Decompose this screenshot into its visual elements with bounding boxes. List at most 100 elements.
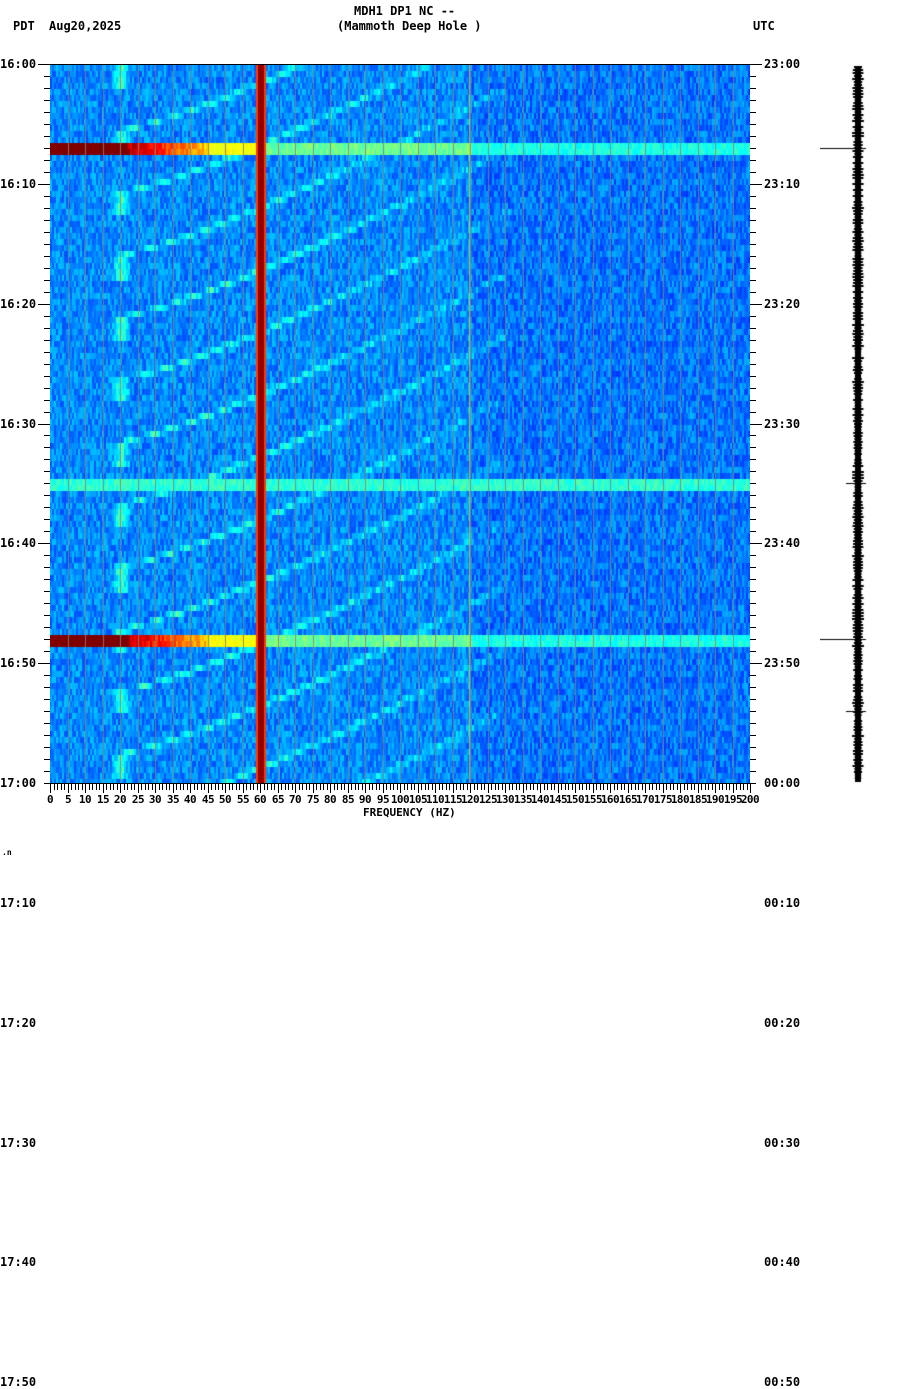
- station-line: MDH1 DP1 NC --: [354, 4, 456, 18]
- x-tick: [393, 783, 394, 790]
- x-tick-label: 160: [600, 793, 620, 806]
- y-tick: [44, 160, 50, 161]
- y-tick: [750, 412, 756, 413]
- spectrogram-canvas: [50, 65, 750, 784]
- y-tick: [44, 112, 50, 113]
- y-tick: [44, 388, 50, 389]
- x-tick: [603, 783, 604, 790]
- x-tick: [278, 783, 279, 793]
- x-tick: [295, 783, 296, 793]
- y-tick-label-right: 23:50: [764, 656, 801, 670]
- y-tick: [44, 172, 50, 173]
- x-tick: [715, 783, 716, 793]
- y-tick: [44, 196, 50, 197]
- x-tick: [505, 783, 506, 793]
- y-tick: [44, 376, 50, 377]
- x-tick: [596, 783, 597, 790]
- x-tick: [575, 783, 576, 793]
- x-tick: [428, 783, 429, 790]
- y-tick-label-right: 23:40: [764, 536, 801, 550]
- x-tick: [341, 783, 342, 790]
- x-tick: [141, 783, 142, 790]
- x-tick: [470, 783, 471, 793]
- x-tick: [432, 783, 433, 790]
- spectrogram-plot: [50, 64, 750, 784]
- y-tick: [750, 627, 756, 628]
- x-tick-label: 185: [688, 793, 708, 806]
- y-tick: [750, 76, 756, 77]
- y-tick-label-right: 00:00: [764, 776, 801, 790]
- x-tick: [589, 783, 590, 790]
- y-tick: [44, 88, 50, 89]
- x-tick: [474, 783, 475, 790]
- y-tick: [44, 435, 50, 436]
- x-tick: [736, 783, 737, 790]
- x-tick: [204, 783, 205, 790]
- y-tick: [44, 208, 50, 209]
- x-tick: [705, 783, 706, 790]
- x-tick: [239, 783, 240, 790]
- x-tick: [481, 783, 482, 790]
- y-tick: [750, 675, 756, 676]
- y-tick: [750, 124, 756, 125]
- x-tick-label: 100: [390, 793, 410, 806]
- x-tick: [106, 783, 107, 790]
- x-tick-label: 20: [113, 793, 127, 806]
- y-tick-label-left: 16:40: [0, 536, 37, 550]
- y-tick: [750, 220, 756, 221]
- x-tick: [369, 783, 370, 790]
- y-tick: [44, 483, 50, 484]
- x-tick: [271, 783, 272, 790]
- x-tick: [152, 783, 153, 790]
- x-tick: [260, 783, 261, 793]
- x-tick: [197, 783, 198, 790]
- y-tick: [44, 651, 50, 652]
- x-tick: [85, 783, 86, 793]
- x-tick: [120, 783, 121, 793]
- y-tick-label-left: 16:20: [0, 297, 37, 311]
- x-tick: [306, 783, 307, 790]
- y-tick: [44, 328, 50, 329]
- x-tick: [78, 783, 79, 790]
- x-tick: [397, 783, 398, 790]
- y-tick-label-left: 17:40: [0, 1255, 37, 1269]
- x-tick: [54, 783, 55, 790]
- x-tick-label: 95: [376, 793, 390, 806]
- y-tick: [750, 292, 756, 293]
- y-tick: [750, 471, 756, 472]
- x-tick: [712, 783, 713, 790]
- x-tick: [127, 783, 128, 790]
- x-tick: [652, 783, 653, 790]
- x-tick: [222, 783, 223, 790]
- x-tick: [498, 783, 499, 790]
- x-tick-label: 180: [670, 793, 690, 806]
- x-tick: [586, 783, 587, 790]
- y-tick: [750, 400, 756, 401]
- x-tick-label: 135: [513, 793, 533, 806]
- x-tick: [281, 783, 282, 790]
- seismogram-trace: [820, 64, 902, 784]
- x-tick: [400, 783, 401, 793]
- x-tick: [225, 783, 226, 793]
- x-tick-label: 165: [618, 793, 638, 806]
- y-tick: [44, 759, 50, 760]
- y-tick: [750, 699, 756, 700]
- x-tick: [729, 783, 730, 790]
- x-tick: [719, 783, 720, 790]
- y-tick-label-left: 16:30: [0, 417, 37, 431]
- x-tick-label: 140: [530, 793, 550, 806]
- x-tick: [537, 783, 538, 790]
- x-tick: [159, 783, 160, 790]
- x-tick-label: 80: [323, 793, 337, 806]
- x-tick: [512, 783, 513, 790]
- y-tick: [750, 639, 756, 640]
- x-tick: [617, 783, 618, 790]
- x-tick: [558, 783, 559, 793]
- x-tick: [642, 783, 643, 790]
- x-tick: [372, 783, 373, 790]
- x-tick: [243, 783, 244, 793]
- y-tick: [44, 699, 50, 700]
- x-tick: [299, 783, 300, 790]
- y-tick: [750, 136, 756, 137]
- y-tick: [44, 567, 50, 568]
